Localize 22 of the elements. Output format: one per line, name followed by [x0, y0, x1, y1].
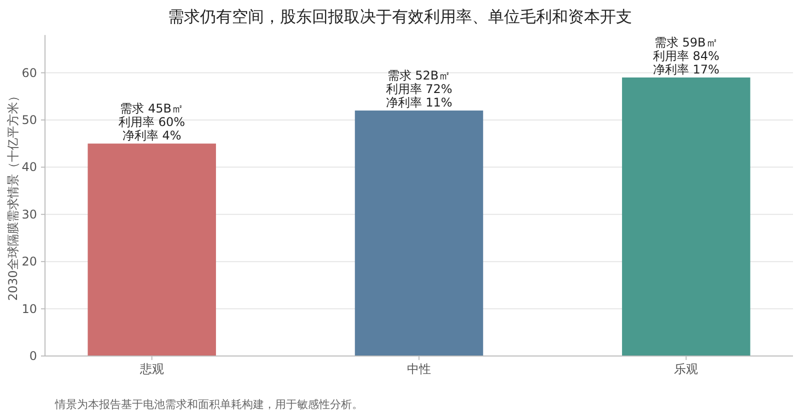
annotation: 净利率 17% — [652, 62, 720, 76]
y-tick-label: 60 — [22, 66, 37, 80]
y-tick-label: 10 — [22, 302, 37, 316]
y-tick-label: 0 — [29, 349, 37, 363]
y-axis-title: 2030全球隔膜需求情景（十亿平方米） — [6, 90, 20, 301]
x-tick-label: 悲观 — [138, 362, 164, 376]
x-tick-label: 乐观 — [674, 362, 698, 376]
annotation: 利用率 84% — [652, 48, 720, 63]
annotation: 需求 59B㎡ — [654, 35, 718, 50]
annotation: 净利率 11% — [386, 96, 452, 110]
y-tick-label: 20 — [22, 254, 37, 269]
text: 情景为本报告基于电池需求和面积单耗构建，用于敏感性分析。 — [54, 398, 363, 411]
y-tick-label: 30 — [22, 207, 37, 222]
annotation: 净利率 4% — [122, 128, 182, 143]
annotation: 利用率 72% — [386, 82, 452, 96]
annotation: 利用率 60% — [118, 115, 186, 130]
annotation: 需求 45B㎡ — [120, 102, 184, 116]
y-tick-label: 50 — [22, 112, 37, 127]
annotation: 需求 52B㎡ — [387, 68, 451, 83]
chart-title: 需求仍有空间，股东回报取决于有效利用率、单位毛利和资本开支 — [168, 7, 632, 26]
x-tick-label: 中性 — [407, 362, 431, 376]
y-tick-label: 40 — [22, 160, 37, 174]
